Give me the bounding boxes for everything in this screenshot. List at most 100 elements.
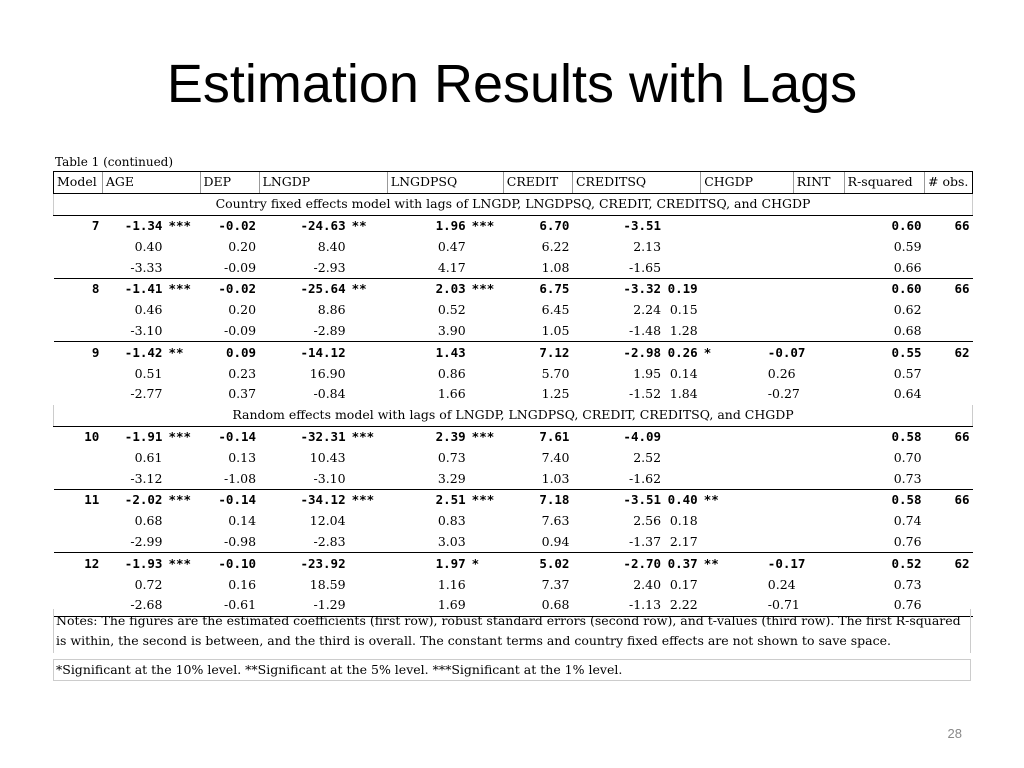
value-cell: -0.27 xyxy=(767,386,800,402)
value-cell xyxy=(925,321,973,342)
header-cell xyxy=(165,171,201,194)
value-cell xyxy=(793,277,845,300)
header-cell: LNGDPSQ xyxy=(386,171,469,194)
value-cell: 18.59 xyxy=(309,576,346,592)
value-cell: 2.03 xyxy=(387,277,469,300)
value-cell xyxy=(469,447,504,468)
value-cell: 0.14 xyxy=(228,513,257,529)
value-cell: *** xyxy=(168,428,192,444)
table-header-row: Model AGE DEP LNGDP LNGDPSQ CREDIT CREDITSQ CHG… xyxy=(53,171,973,194)
section-label: Country fixed effects model with lags of… xyxy=(53,193,973,216)
value-cell: -0.71 xyxy=(764,594,800,617)
value-cell: 0.26 xyxy=(664,341,701,364)
value-cell: 0.47 xyxy=(437,238,466,254)
value-cell: 1.96 xyxy=(435,217,466,233)
value-cell xyxy=(765,257,793,278)
value-cell: -25.64 xyxy=(259,277,349,300)
value-cell xyxy=(925,384,973,405)
header-cell: CREDITSQ xyxy=(571,171,665,194)
table-row-t-values: -2.99 -0.98 -2.83 3.03 0.94 -1.37 2.17 0.76 xyxy=(54,532,973,553)
value-cell: 0.74 xyxy=(893,513,922,529)
value-cell xyxy=(165,257,200,278)
value-cell: 0.59 xyxy=(893,238,922,254)
value-cell: 6.75 xyxy=(503,277,573,300)
value-cell: 0.62 xyxy=(893,302,922,318)
value-cell: 1.43 xyxy=(387,341,469,364)
value-cell: ** xyxy=(165,341,201,364)
value-cell: 1.05 xyxy=(541,322,570,338)
value-cell xyxy=(701,468,765,489)
header-cell: R-squared xyxy=(843,171,925,194)
value-cell: 1.95 xyxy=(633,365,662,381)
header-cell: LNGDP xyxy=(258,171,349,194)
value-cell xyxy=(469,236,504,257)
value-cell: 1.97 xyxy=(387,552,469,575)
value-cell: 0.23 xyxy=(228,365,257,381)
model-number-cell xyxy=(53,594,103,617)
value-cell: 2.22 xyxy=(664,594,701,617)
value-cell: 0.40 xyxy=(134,238,163,254)
value-cell xyxy=(349,447,388,468)
value-cell xyxy=(349,511,388,532)
value-cell: 0.66 xyxy=(893,259,922,275)
value-cell xyxy=(349,574,388,595)
table-row-coefficients: 10 -1.91 *** -0.14 -32.31 *** 2.39 *** 7.61 -4.09… xyxy=(54,426,973,447)
value-cell: -0.17 xyxy=(764,552,805,575)
header-cell xyxy=(348,171,388,194)
value-cell xyxy=(348,594,388,617)
value-cell xyxy=(925,532,973,553)
value-cell: 1.16 xyxy=(437,576,466,592)
value-cell xyxy=(349,257,388,278)
value-cell: 16.90 xyxy=(309,365,346,381)
value-cell xyxy=(765,300,793,321)
header-cell: Model xyxy=(53,171,103,194)
page-number: 28 xyxy=(947,726,962,741)
value-cell xyxy=(700,277,765,300)
value-cell: -2.02 xyxy=(102,488,166,511)
value-cell xyxy=(165,236,200,257)
table-notes: Notes: The figures are the estimated coe… xyxy=(53,609,971,653)
value-cell: 0.18 xyxy=(669,513,698,529)
model-number-cell: 10 xyxy=(84,428,100,444)
table-row-coefficients: 12 -1.93 *** -0.10 -23.92 1.97 * 5.02 -2.70 0.37 *… xyxy=(53,552,973,575)
value-cell: -4.09 xyxy=(623,428,662,444)
value-cell xyxy=(701,215,765,236)
value-cell xyxy=(349,384,388,405)
value-cell: 0.26 xyxy=(767,365,796,381)
value-cell: 1.69 xyxy=(387,594,469,617)
value-cell: *** xyxy=(165,277,201,300)
value-cell: *** xyxy=(168,217,192,233)
value-cell: 10.43 xyxy=(309,449,346,465)
value-cell: 0.14 xyxy=(669,365,698,381)
value-cell xyxy=(765,426,793,447)
value-cell: 0.60 xyxy=(891,217,922,233)
value-cell: *** xyxy=(348,488,388,511)
value-cell: 1.66 xyxy=(437,386,466,402)
value-cell: -3.33 xyxy=(130,259,163,275)
results-table: Model AGE DEP LNGDP LNGDPSQ CREDIT CREDITSQ CHG… xyxy=(53,171,973,617)
value-cell xyxy=(925,363,973,384)
value-cell: 0.60 xyxy=(844,277,925,300)
value-cell: -14.12 xyxy=(259,341,349,364)
model-number-cell xyxy=(54,363,103,384)
header-cell: CREDIT xyxy=(502,171,573,194)
value-cell: 7.37 xyxy=(541,576,570,592)
value-cell xyxy=(469,384,504,405)
value-cell: -1.52 xyxy=(629,386,662,402)
value-cell xyxy=(664,447,701,468)
value-cell xyxy=(701,511,765,532)
value-cell xyxy=(765,532,793,553)
value-cell xyxy=(469,511,504,532)
value-cell: -1.48 xyxy=(629,322,662,338)
value-cell: 0.16 xyxy=(228,576,257,592)
value-cell xyxy=(468,594,504,617)
value-cell: -2.98 xyxy=(572,341,665,364)
header-cell xyxy=(468,171,504,194)
value-cell: 62 xyxy=(924,341,973,364)
value-cell: 0.72 xyxy=(134,576,163,592)
value-cell: 1.03 xyxy=(541,470,570,486)
value-cell: 62 xyxy=(924,552,973,575)
value-cell: 2.24 xyxy=(633,302,662,318)
value-cell xyxy=(925,300,973,321)
value-cell: 0.76 xyxy=(893,533,922,549)
